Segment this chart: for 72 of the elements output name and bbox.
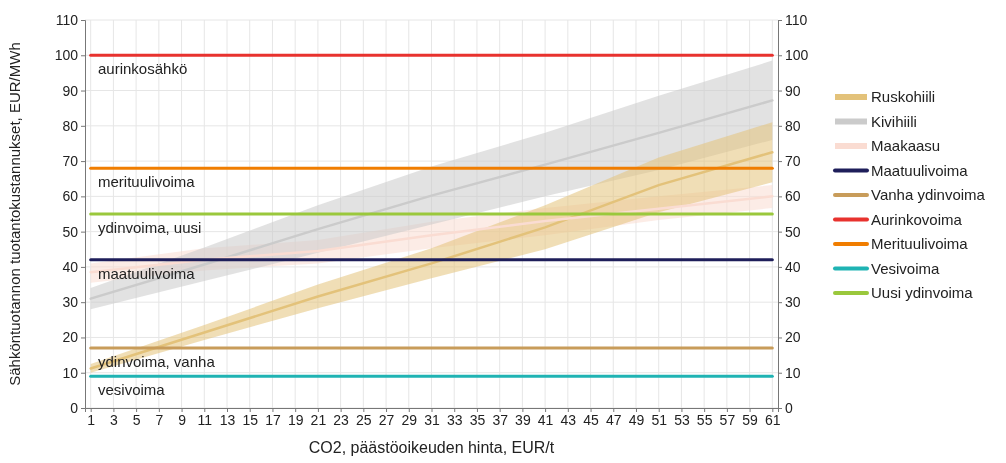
x-tick-label: 23	[333, 411, 350, 428]
x-tick-label: 25	[356, 411, 372, 428]
x-tick-label: 21	[310, 411, 327, 428]
x-tick-label: 29	[401, 411, 418, 428]
legend-label: Vesivoima	[871, 259, 941, 277]
x-tick-label: 1	[87, 411, 96, 428]
x-tick-label: 5	[132, 411, 141, 428]
x-tick-label: 39	[515, 411, 531, 428]
y-tick-label: 70	[62, 153, 79, 170]
y2-tick-label: 60	[785, 188, 801, 205]
y2-tick-label: 10	[785, 364, 801, 381]
x-tick-label: 43	[560, 411, 577, 428]
line-series	[89, 99, 774, 300]
x-tick-label: 3	[110, 411, 118, 428]
y-tick-label: 80	[62, 117, 79, 134]
x-tick-label: 35	[469, 411, 486, 428]
y2-tick-label: 20	[785, 329, 801, 346]
x-tick-label: 17	[265, 411, 281, 428]
legend-label: Ruskohiili	[871, 88, 936, 105]
y2-tick-label: 90	[785, 82, 801, 99]
y-tick-label: 10	[62, 364, 79, 381]
x-axis-title: CO2, päästöoikeuden hinta, EUR/t	[308, 439, 555, 456]
x-tick-label: 15	[242, 411, 259, 428]
x-tick-label: 13	[219, 411, 236, 428]
y2-tick-label: 50	[785, 223, 801, 240]
legend-label: Uusi ydinvoima	[871, 284, 974, 301]
x-tick-label: 49	[628, 411, 645, 428]
y-tick-label: 30	[62, 294, 79, 311]
y2-tick-label: 110	[785, 11, 808, 28]
legend-label: Maatuulivoima	[871, 161, 969, 179]
y2-tick-label: 100	[785, 47, 809, 64]
annotation: aurinkosähkö	[98, 60, 188, 78]
x-tick-label: 7	[155, 411, 164, 428]
y2-tick-label: 0	[785, 399, 793, 416]
x-tick-label: 51	[651, 411, 668, 428]
x-tick-label: 33	[446, 411, 463, 428]
y-tick-label: 50	[62, 223, 79, 240]
y-tick-label: 60	[62, 188, 79, 205]
x-tick-label: 31	[424, 411, 440, 428]
legend-label: Aurinkovoima	[871, 210, 963, 228]
x-tick-label: 47	[605, 411, 622, 428]
y2-tick-label: 30	[785, 294, 801, 311]
y-tick-label: 0	[70, 399, 79, 416]
y2-tick-label: 80	[785, 117, 801, 134]
x-tick-label: 55	[696, 411, 713, 428]
x-tick-label: 9	[178, 411, 187, 428]
annotation: vesivoima	[98, 381, 166, 399]
legend-label: Kivihiili	[871, 112, 917, 130]
y-tick-label: 20	[62, 329, 79, 346]
x-tick-label: 61	[765, 411, 781, 428]
y-axis-title: Sähköntuotannon tuotantokustannukset, EUR/MWh	[6, 42, 23, 386]
x-tick-label: 45	[583, 411, 600, 428]
y-tick-label: 90	[62, 82, 79, 99]
annotation: merituulivoima	[98, 173, 196, 191]
y-tick-label: 40	[62, 258, 79, 275]
x-tick-label: 41	[537, 411, 554, 428]
y-tick-label: 100	[54, 47, 79, 64]
x-tick-label: 37	[492, 411, 509, 428]
y2-tick-label: 70	[785, 153, 801, 170]
annotation: maatuulivoima	[98, 264, 196, 282]
y-tick-label: 110	[55, 11, 79, 28]
x-tick-label: 19	[287, 411, 304, 428]
x-tick-label: 11	[197, 411, 213, 428]
x-tick-label: 27	[378, 411, 395, 428]
x-tick-label: 57	[719, 411, 736, 428]
legend-label: Merituulivoima	[871, 235, 969, 252]
y2-tick-label: 40	[785, 258, 801, 275]
legend-label: Maakaasu	[871, 137, 941, 154]
annotation: ydinvoima, uusi	[98, 219, 202, 236]
x-tick-label: 59	[742, 411, 759, 428]
legend-label: Vanha ydinvoima	[871, 186, 986, 203]
x-tick-label: 53	[674, 411, 690, 428]
